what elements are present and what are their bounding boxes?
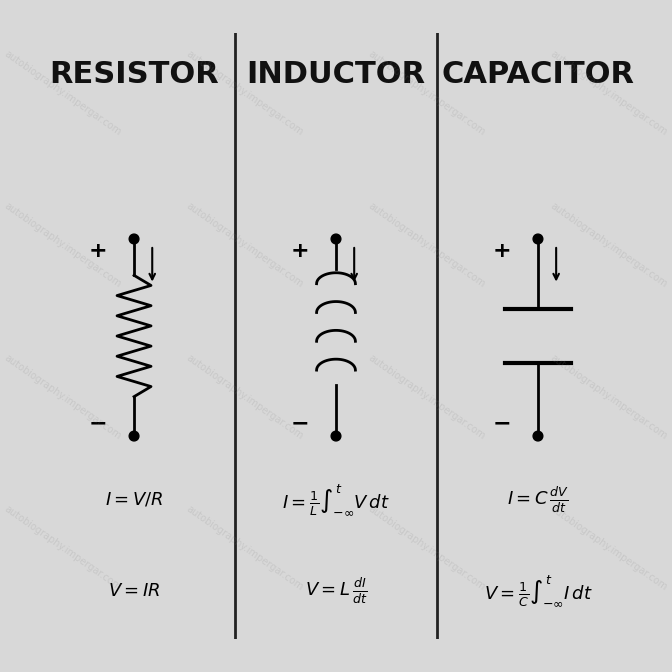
Text: autobiography.impergar.com: autobiography.impergar.com [548, 352, 669, 441]
Text: +: + [290, 241, 309, 261]
Circle shape [129, 234, 139, 244]
Text: autobiography.impergar.com: autobiography.impergar.com [185, 504, 305, 593]
Text: autobiography.impergar.com: autobiography.impergar.com [367, 352, 487, 441]
Text: −: − [290, 414, 309, 434]
Text: autobiography.impergar.com: autobiography.impergar.com [185, 201, 305, 290]
Text: autobiography.impergar.com: autobiography.impergar.com [3, 352, 124, 441]
Text: CAPACITOR: CAPACITOR [442, 60, 634, 89]
Text: autobiography.impergar.com: autobiography.impergar.com [367, 201, 487, 290]
Text: autobiography.impergar.com: autobiography.impergar.com [548, 201, 669, 290]
Text: autobiography.impergar.com: autobiography.impergar.com [367, 504, 487, 593]
Text: autobiography.impergar.com: autobiography.impergar.com [3, 201, 124, 290]
Text: autobiography.impergar.com: autobiography.impergar.com [185, 352, 305, 441]
Text: $V = \frac{1}{C}\int_{-\infty}^{t} I\,dt$: $V = \frac{1}{C}\int_{-\infty}^{t} I\,dt… [484, 573, 592, 608]
Text: autobiography.impergar.com: autobiography.impergar.com [367, 49, 487, 138]
Text: INDUCTOR: INDUCTOR [247, 60, 425, 89]
Text: autobiography.impergar.com: autobiography.impergar.com [3, 504, 124, 593]
Text: autobiography.impergar.com: autobiography.impergar.com [3, 49, 124, 138]
Text: $I = C\,\frac{dV}{dt}$: $I = C\,\frac{dV}{dt}$ [507, 485, 569, 515]
Text: autobiography.impergar.com: autobiography.impergar.com [548, 504, 669, 593]
Text: $V = IR$: $V = IR$ [108, 582, 161, 599]
Circle shape [129, 431, 139, 441]
Circle shape [331, 234, 341, 244]
Text: $V = L\,\frac{dI}{dt}$: $V = L\,\frac{dI}{dt}$ [304, 576, 368, 605]
Text: autobiography.impergar.com: autobiography.impergar.com [185, 49, 305, 138]
Text: $I = \frac{1}{L}\int_{-\infty}^{t} V\,dt$: $I = \frac{1}{L}\int_{-\infty}^{t} V\,dt… [282, 482, 390, 517]
Text: autobiography.impergar.com: autobiography.impergar.com [548, 49, 669, 138]
Text: −: − [88, 414, 107, 434]
Text: RESISTOR: RESISTOR [49, 60, 219, 89]
Circle shape [533, 431, 543, 441]
Circle shape [331, 431, 341, 441]
Text: −: − [493, 414, 511, 434]
Text: +: + [88, 241, 107, 261]
Text: $I = V/R$: $I = V/R$ [105, 491, 163, 509]
Circle shape [533, 234, 543, 244]
Text: +: + [493, 241, 511, 261]
